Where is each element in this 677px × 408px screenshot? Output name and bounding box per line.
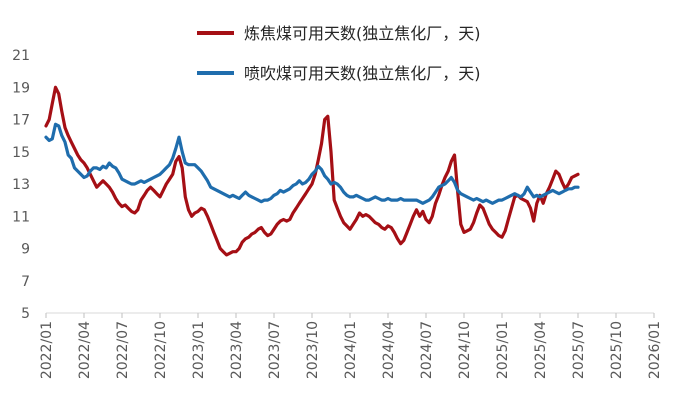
- x-tick-label: 2022/07: [115, 321, 131, 379]
- y-tick-label-7: 7: [21, 274, 30, 290]
- x-tick-label: 2025/07: [571, 321, 587, 379]
- y-tick-label-9: 9: [21, 242, 30, 258]
- series-line-2: [44, 122, 580, 205]
- y-tick-label-17: 17: [12, 113, 30, 129]
- x-tick-label: 2025/04: [533, 321, 549, 379]
- x-tick-label: 2023/04: [229, 321, 245, 379]
- y-tick-label-5: 5: [21, 306, 30, 322]
- x-tick-label: 2024/10: [457, 321, 473, 379]
- x-tick-label: 2025/01: [495, 321, 511, 379]
- legend-label-2: 喷吹煤可用天数(独立焦化厂，天): [244, 64, 481, 83]
- x-tick-label: 2024/04: [381, 321, 397, 379]
- x-tick-label: 2023/10: [305, 321, 321, 379]
- x-tick-label: 2022/10: [153, 321, 169, 379]
- x-tick-label: 2023/07: [267, 321, 283, 379]
- series-line-1: [44, 85, 580, 257]
- y-tick-label-15: 15: [12, 145, 30, 161]
- x-tick-label: 2023/01: [191, 321, 207, 379]
- x-tick-label: 2025/10: [609, 321, 625, 379]
- y-tick-label-21: 21: [12, 48, 30, 64]
- x-tick-label: 2024/07: [419, 321, 435, 379]
- y-tick-label-13: 13: [12, 177, 30, 193]
- x-tick-label: 2022/04: [77, 321, 93, 379]
- x-tick-label: 2022/01: [39, 321, 55, 379]
- x-tick-label: 2026/01: [647, 321, 663, 379]
- y-tick-label-19: 19: [12, 80, 30, 96]
- x-tick-label: 2024/01: [343, 321, 359, 379]
- legend-label-1: 炼焦煤可用天数(独立焦化厂，天): [244, 24, 481, 43]
- y-tick-label-11: 11: [12, 209, 30, 225]
